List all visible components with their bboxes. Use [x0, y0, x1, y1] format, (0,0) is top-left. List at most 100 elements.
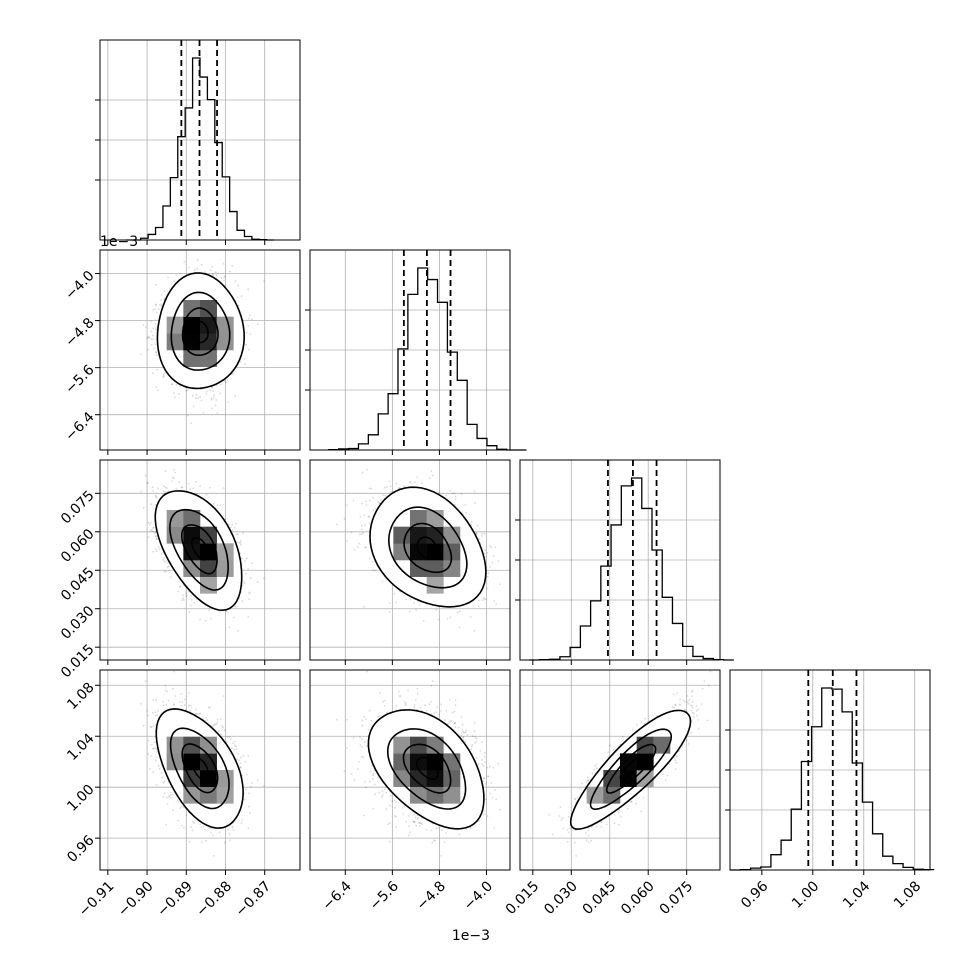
sample-point	[215, 273, 218, 276]
sample-point	[150, 503, 153, 506]
sample-point	[152, 334, 154, 337]
sample-point	[237, 284, 240, 287]
sample-point	[186, 414, 189, 417]
sample-point	[155, 303, 158, 306]
sample-point	[196, 259, 199, 262]
sample-point	[155, 311, 158, 314]
sample-point	[223, 276, 226, 279]
sample-point	[248, 598, 250, 601]
sample-point	[202, 412, 205, 414]
sample-point	[228, 523, 230, 526]
sample-point	[241, 600, 244, 603]
sample-point	[178, 393, 181, 395]
sample-point	[234, 395, 237, 398]
sample-point	[239, 360, 242, 363]
sample-point	[243, 358, 246, 360]
sample-point	[182, 594, 185, 597]
density-cell	[166, 316, 184, 334]
sample-point	[226, 378, 229, 381]
sample-point	[174, 471, 176, 474]
sample-point	[150, 338, 153, 341]
sample-point	[140, 490, 143, 493]
sample-point	[153, 347, 156, 350]
sample-point	[162, 375, 165, 378]
density-cell	[166, 333, 184, 351]
sample-point	[150, 343, 153, 346]
sample-point	[212, 274, 215, 277]
sample-point	[154, 322, 157, 325]
sample-point	[227, 401, 230, 403]
sample-point	[204, 619, 207, 622]
sample-point	[209, 389, 212, 392]
sample-point	[211, 387, 214, 389]
sample-point	[236, 541, 239, 543]
sample-point	[239, 539, 242, 542]
sample-point	[222, 487, 225, 489]
sample-point	[215, 384, 218, 387]
sample-point	[190, 594, 192, 597]
sample-point	[162, 490, 165, 493]
sample-point	[214, 404, 217, 407]
sample-point	[219, 392, 222, 395]
sample-point	[160, 305, 163, 308]
sample-point	[160, 303, 163, 306]
sample-point	[155, 548, 157, 550]
sample-point	[183, 598, 185, 601]
histogram-panel-p1	[309, 249, 527, 451]
sample-point	[152, 550, 155, 553]
sample-point	[210, 398, 213, 401]
sample-point	[147, 348, 149, 351]
sample-point	[152, 530, 154, 533]
sample-point	[140, 353, 143, 356]
sample-point	[233, 616, 235, 619]
sample-point	[160, 294, 163, 296]
sample-point	[247, 325, 250, 327]
sample-point	[158, 303, 161, 306]
sample-point	[160, 553, 163, 555]
scatter-panel-p0-p2	[99, 459, 301, 661]
sample-point	[225, 381, 228, 383]
sample-point	[249, 576, 252, 579]
sample-point	[171, 383, 174, 385]
sample-point	[174, 396, 176, 399]
sample-point	[200, 399, 203, 402]
sample-point	[163, 374, 166, 377]
sample-point	[186, 389, 189, 392]
sample-point	[245, 331, 248, 334]
sample-point	[248, 317, 250, 320]
sample-point	[149, 320, 152, 323]
sample-point	[234, 280, 237, 282]
sample-point	[144, 326, 147, 329]
sample-point	[152, 489, 155, 492]
sample-point	[249, 314, 251, 317]
sample-point	[227, 611, 230, 614]
sample-point	[175, 488, 178, 490]
sample-point	[157, 487, 159, 490]
sample-point	[192, 405, 195, 408]
sample-point	[160, 299, 162, 302]
sample-point	[173, 280, 176, 283]
sample-point	[249, 333, 252, 336]
sample-point	[219, 504, 222, 506]
sample-point	[162, 559, 165, 562]
sample-point	[196, 267, 199, 270]
sample-point	[251, 318, 254, 321]
sample-point	[224, 275, 226, 278]
sample-point	[244, 363, 247, 365]
sample-point	[156, 537, 158, 540]
sample-point	[263, 280, 265, 282]
sample-point	[213, 394, 215, 396]
sample-point	[233, 526, 236, 529]
sample-point	[212, 390, 214, 392]
sample-point	[152, 327, 155, 330]
sample-point	[155, 386, 158, 388]
sample-point	[162, 373, 165, 375]
sample-point	[163, 290, 166, 292]
sample-point	[245, 573, 247, 575]
sample-point	[238, 541, 241, 544]
sample-point	[242, 532, 245, 534]
sample-point	[152, 338, 155, 341]
sample-point	[199, 396, 202, 398]
sample-point	[185, 389, 188, 392]
sample-point	[173, 477, 175, 480]
